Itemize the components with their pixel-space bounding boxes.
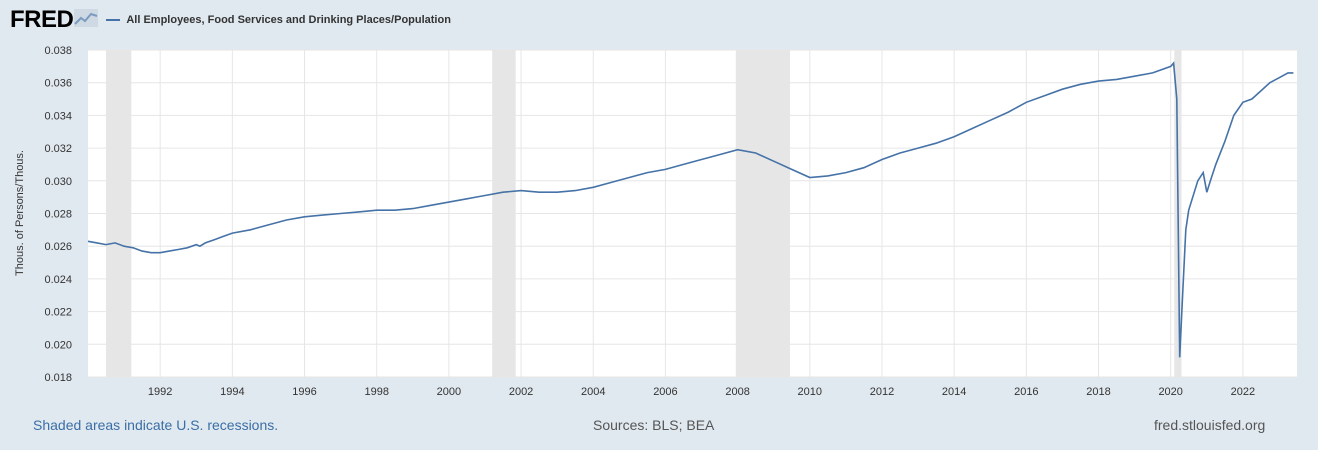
- x-tick-label: 2000: [437, 386, 461, 398]
- x-tick-label: 2010: [798, 386, 822, 398]
- x-tick-label: 2008: [725, 386, 749, 398]
- y-tick-label: 0.024: [44, 274, 72, 286]
- x-tick-label: 2020: [1158, 386, 1182, 398]
- series-line[interactable]: [87, 61, 1294, 358]
- legend: All Employees, Food Services and Drinkin…: [106, 14, 451, 26]
- y-tick-label: 0.018: [44, 372, 72, 384]
- y-tick-label: 0.032: [44, 143, 72, 155]
- recession-note[interactable]: Shaded areas indicate U.S. recessions.: [33, 417, 279, 433]
- x-tick-label: 2012: [870, 386, 894, 398]
- x-tick-label: 1992: [148, 386, 172, 398]
- x-tick-label: 2006: [653, 386, 677, 398]
- chart: 0.018 0.020 0.022 0.024 0.026 0.028 0.030 0.032…: [14, 45, 1297, 398]
- y-tick-label: 0.030: [44, 176, 72, 188]
- y-tick-label: 0.028: [44, 209, 72, 221]
- x-tick-label: 2022: [1231, 386, 1255, 398]
- x-tick-label: 1996: [292, 386, 316, 398]
- y-axis-label: Thous. of Persons/Thous.: [14, 150, 26, 276]
- y-tick-label: 0.036: [44, 78, 72, 90]
- legend-swatch: [106, 19, 121, 21]
- chart-header: FRED All Employees, Food Services and Dr…: [10, 6, 451, 34]
- gridlines: [88, 49, 1297, 378]
- x-tick-label: 2002: [509, 386, 533, 398]
- fred-logo[interactable]: FRED: [10, 6, 74, 33]
- logo-graph-icon: [74, 8, 99, 32]
- x-axis: 1992 1994 1996 1998 2000 2002 2004 2006 2008 2010…: [148, 386, 1255, 398]
- y-tick-label: 0.038: [44, 45, 72, 57]
- sources-text: Sources: BLS; BEA: [593, 417, 715, 433]
- y-tick-label: 0.022: [44, 307, 72, 319]
- y-tick-label: 0.034: [44, 110, 72, 122]
- x-tick-label: 1994: [220, 386, 244, 398]
- x-tick-label: 2016: [1014, 386, 1038, 398]
- legend-label[interactable]: All Employees, Food Services and Drinkin…: [126, 14, 451, 26]
- y-axis: 0.018 0.020 0.022 0.024 0.026 0.028 0.030 0.032…: [44, 45, 72, 384]
- x-tick-label: 1998: [364, 386, 388, 398]
- site-link[interactable]: fred.stlouisfed.org: [1154, 417, 1266, 433]
- x-tick-label: 2004: [581, 386, 605, 398]
- x-tick-label: 2018: [1086, 386, 1110, 398]
- y-tick-label: 0.026: [44, 241, 72, 253]
- x-tick-label: 2014: [942, 386, 966, 398]
- y-tick-label: 0.020: [44, 339, 72, 351]
